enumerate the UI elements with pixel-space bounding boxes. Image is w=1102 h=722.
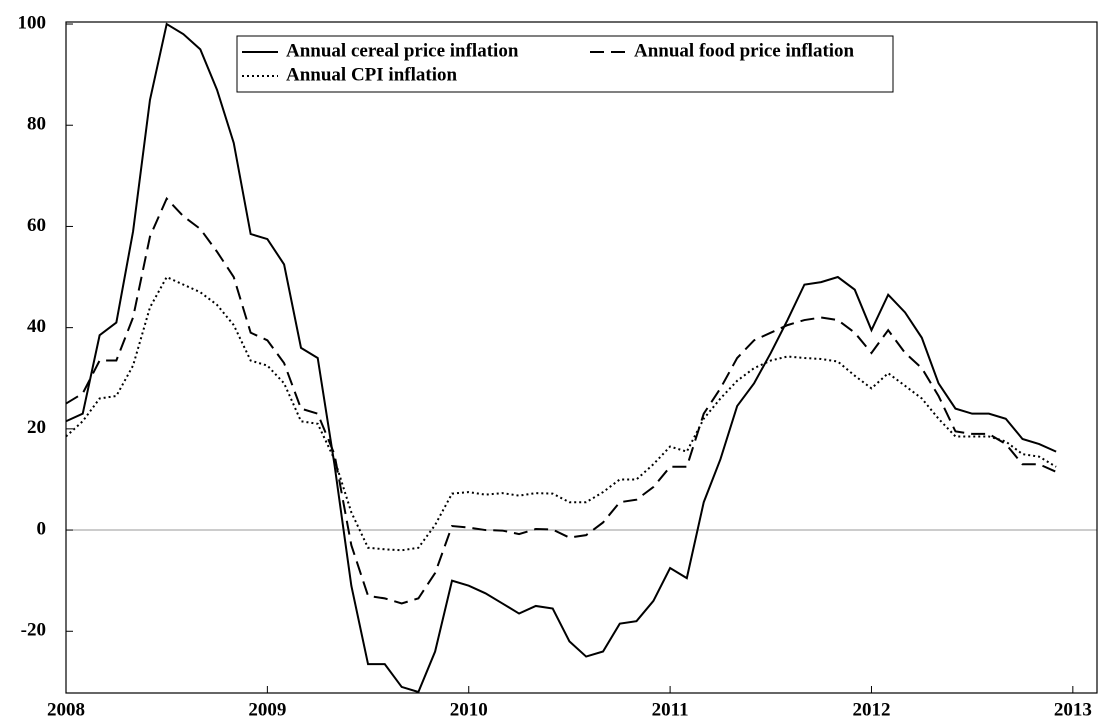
series-line xyxy=(65,196,1057,605)
series-line xyxy=(65,275,1057,552)
x-tick-label: 2010 xyxy=(450,699,488,720)
x-tick-label: 2008 xyxy=(47,699,85,720)
y-tick-label: -20 xyxy=(21,620,46,641)
y-tick-label: 80 xyxy=(27,114,46,135)
y-tick-label: 40 xyxy=(27,316,46,337)
plot-frame xyxy=(65,21,1098,694)
x-tick-label: 2009 xyxy=(248,699,286,720)
x-tick-label: 2012 xyxy=(852,699,890,720)
y-tick-label: 0 xyxy=(37,518,47,539)
series-line xyxy=(65,22,1057,694)
y-tick-label: 20 xyxy=(27,417,46,438)
x-tick-label: 2013 xyxy=(1054,699,1092,720)
legend-label: Annual CPI inflation xyxy=(286,64,457,85)
x-tick-label: 2011 xyxy=(652,699,689,720)
y-tick-label: 100 xyxy=(18,12,47,33)
y-tick-label: 60 xyxy=(27,215,46,236)
legend-label: Annual cereal price inflation xyxy=(286,40,519,61)
legend-label: Annual food price inflation xyxy=(634,40,855,61)
legend-box xyxy=(236,35,894,93)
